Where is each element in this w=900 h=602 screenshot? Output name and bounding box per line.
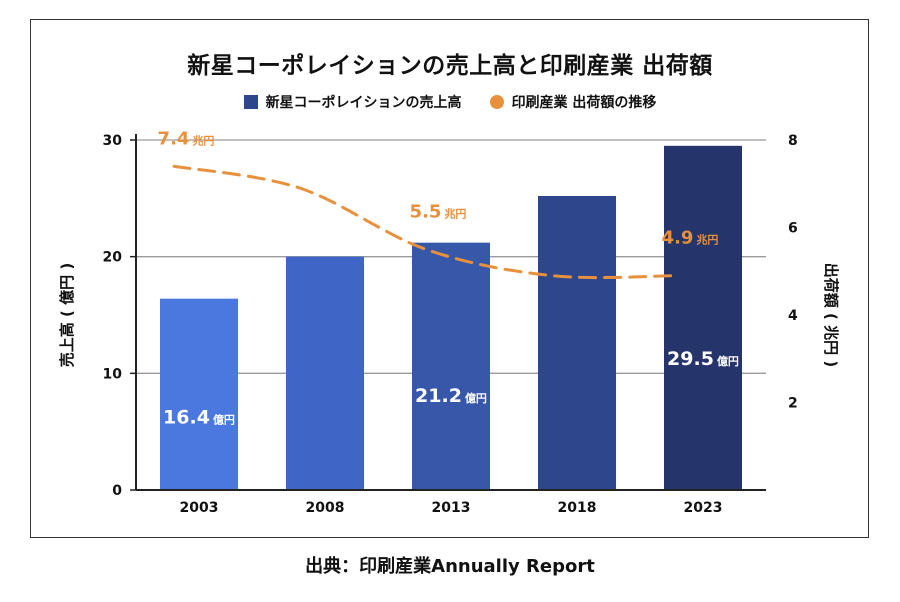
left-axis-tick-label: 30 [103, 133, 123, 149]
legend-item-shipments: 印刷産業 出荷額の推移 [489, 92, 657, 112]
right-axis-tick-label: 6 [788, 221, 798, 237]
legend-item-sales: 新星コーポレイションの売上高 [243, 92, 462, 112]
bar-data-label: 29.5 億円 [667, 348, 739, 370]
legend-label-sales: 新星コーポレイションの売上高 [265, 95, 462, 111]
left-axis-tick-label: 20 [103, 250, 123, 266]
legend-swatch-bar [243, 95, 258, 109]
x-tick-label: 2008 [306, 500, 345, 516]
x-tick-label: 2023 [684, 500, 723, 516]
chart-legend: 新星コーポレイションの売上高 印刷産業 出荷額の推移 [0, 92, 900, 112]
bar-data-label: 16.4 億円 [163, 406, 235, 428]
line-data-label: 4.9 兆円 [662, 228, 719, 249]
legend-swatch-dot [489, 95, 504, 109]
right-axis-tick-label: 2 [788, 396, 798, 412]
bar-2023 [664, 145, 742, 491]
line-data-label: 7.4 兆円 [158, 128, 215, 149]
right-axis-tick-label: 4 [788, 308, 798, 324]
bar-2018 [538, 196, 616, 490]
bar-data-label: 21.2 億円 [415, 385, 487, 407]
x-tick-label: 2003 [180, 500, 219, 516]
y-axis-right-title: 出荷額 ( 兆円 ) [822, 263, 840, 367]
left-axis-tick-label: 10 [103, 366, 123, 382]
x-tick-label: 2013 [432, 500, 471, 516]
source-note: 出典：印刷産業Annually Report [305, 556, 595, 577]
bar-2008 [286, 256, 364, 490]
bar-2003 [160, 298, 238, 490]
left-axis-tick-label: 0 [112, 483, 122, 499]
bar-2013 [412, 242, 490, 490]
y-axis-left-title: 売上高 ( 億円 ) [58, 263, 76, 367]
x-tick-label: 2018 [558, 500, 597, 516]
chart-title: 新星コーポレイションの売上高と印刷産業 出荷額 [187, 53, 713, 79]
line-data-label: 5.5 兆円 [410, 201, 467, 222]
legend-label-shipments: 印刷産業 出荷額の推移 [511, 95, 657, 111]
line-series-shipments [172, 164, 680, 280]
right-axis-tick-label: 8 [788, 133, 798, 149]
